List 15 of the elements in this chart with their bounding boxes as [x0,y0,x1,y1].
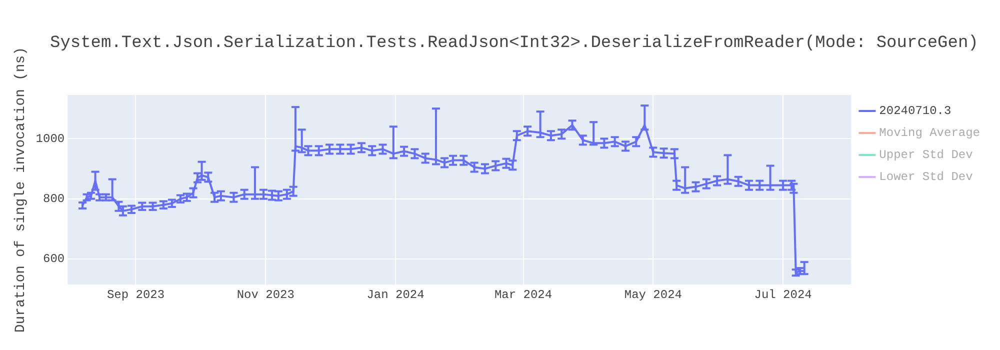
chart-title: System.Text.Json.Serialization.Tests.ReadJson<Int32>.DeserializeFromReader(Mode: SourceGen) [50,34,978,53]
y-tick-label: 800 [42,192,65,206]
y-tick-label: 1000 [36,132,65,146]
legend-label: Moving Average [879,126,980,140]
legend-label: Upper Std Dev [879,148,973,162]
legend-label: Lower Std Dev [879,170,973,184]
x-tick-label: Mar 2024 [494,288,552,302]
x-tick-label: Nov 2023 [236,288,294,302]
legend-label: 20240710.3 [879,104,952,118]
x-tick-label: Jan 2024 [366,288,424,302]
x-tick-label: Jul 2024 [754,288,812,302]
y-tick-label: 600 [42,252,65,266]
x-tick-label: Sep 2023 [106,288,165,302]
x-tick-label: May 2024 [624,288,682,302]
y-axis-title: Duration of single invocation (ns) [13,46,30,333]
